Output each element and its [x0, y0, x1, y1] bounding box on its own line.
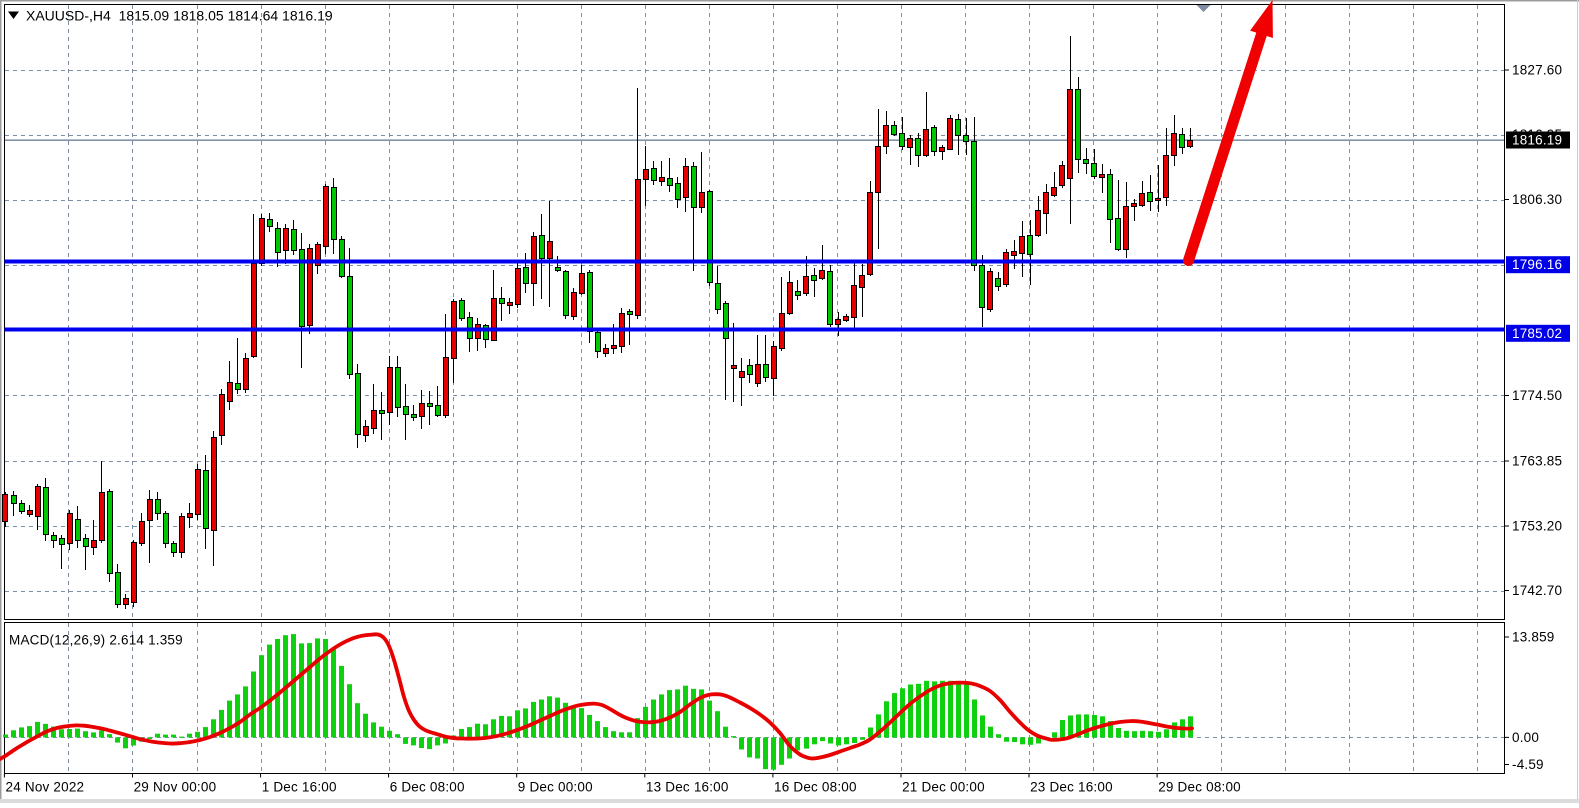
svg-text:1763.85: 1763.85 — [1512, 454, 1562, 469]
svg-text:21 Dec 00:00: 21 Dec 00:00 — [902, 780, 985, 795]
svg-text:16 Dec 08:00: 16 Dec 08:00 — [774, 780, 857, 795]
svg-text:1827.60: 1827.60 — [1512, 63, 1562, 78]
svg-text:1806.30: 1806.30 — [1512, 192, 1562, 207]
svg-text:MACD(12,26,9) 2.614 1.359: MACD(12,26,9) 2.614 1.359 — [9, 633, 183, 648]
svg-text:1796.16: 1796.16 — [1512, 257, 1562, 272]
svg-text:6 Dec 08:00: 6 Dec 08:00 — [390, 780, 465, 795]
svg-text:9 Dec 00:00: 9 Dec 00:00 — [518, 780, 593, 795]
svg-text:1 Dec 16:00: 1 Dec 16:00 — [262, 780, 337, 795]
svg-text:1816.19: 1816.19 — [1512, 133, 1562, 148]
svg-text:-4.59: -4.59 — [1512, 757, 1544, 772]
svg-text:1785.02: 1785.02 — [1512, 326, 1562, 341]
svg-text:1774.50: 1774.50 — [1512, 388, 1562, 403]
svg-text:1742.70: 1742.70 — [1512, 583, 1562, 598]
svg-text:1753.20: 1753.20 — [1512, 519, 1562, 534]
svg-text:0.00: 0.00 — [1512, 730, 1539, 745]
svg-text:23 Dec 16:00: 23 Dec 16:00 — [1030, 780, 1113, 795]
svg-text:29 Dec 08:00: 29 Dec 08:00 — [1158, 780, 1241, 795]
svg-text:XAUUSD-,H4 1815.09 1818.05 18: XAUUSD-,H4 1815.09 1818.05 1814.64 1816.… — [26, 8, 333, 24]
svg-text:13 Dec 16:00: 13 Dec 16:00 — [646, 780, 729, 795]
svg-text:24 Nov 2022: 24 Nov 2022 — [6, 780, 85, 795]
svg-text:29 Nov 00:00: 29 Nov 00:00 — [134, 780, 217, 795]
svg-text:13.859: 13.859 — [1512, 630, 1555, 645]
